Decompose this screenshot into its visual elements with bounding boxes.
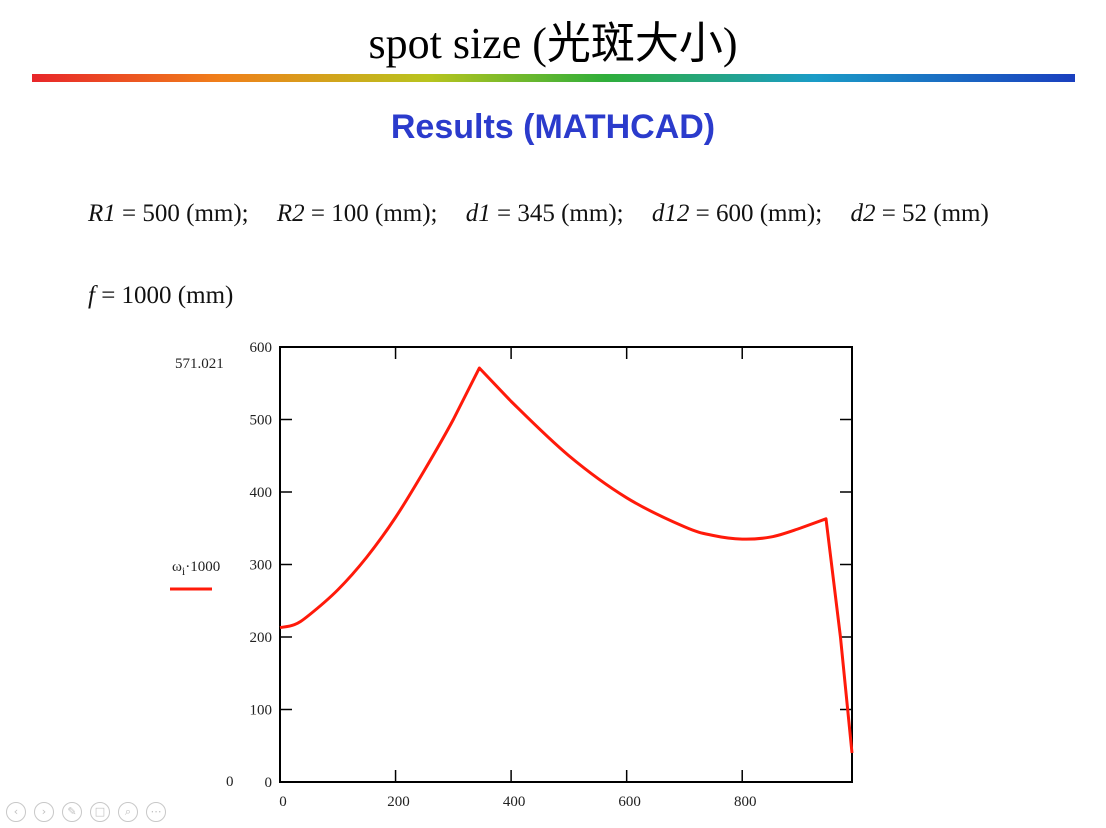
x-tick-label: 0 xyxy=(279,794,287,810)
y-tick-label: 600 xyxy=(250,340,273,356)
y-tick-label: 400 xyxy=(250,485,273,501)
slides-icon[interactable]: □ xyxy=(90,802,110,822)
more-icon[interactable]: ⋯ xyxy=(146,802,166,822)
zoom-icon[interactable]: ⌕ xyxy=(118,802,138,822)
y-tick-label: 300 xyxy=(250,558,273,574)
slide-title: spot size (光斑大小) xyxy=(368,19,738,68)
param-d2: d2 = 52 (mm) xyxy=(850,200,989,227)
title-underline xyxy=(32,74,1075,82)
y-tick-label: 0 xyxy=(265,775,273,791)
x-tick-label: 800 xyxy=(734,794,757,810)
y-tick-label: 100 xyxy=(250,703,273,719)
parameter-line: R1 = 500 (mm); R2 = 100 (mm); d1 = 345 (… xyxy=(88,200,1011,228)
param-f: f = 1000 (mm) xyxy=(88,282,234,309)
param-d1: d1 = 345 (mm); xyxy=(465,200,624,227)
param-d12: d12 = 600 (mm); xyxy=(651,200,823,227)
y-axis-label: ωi·1000 xyxy=(172,559,220,578)
param-r1: R1 = 500 (mm); xyxy=(88,200,249,227)
prev-icon[interactable]: ‹ xyxy=(6,802,26,822)
plot-frame xyxy=(279,346,853,783)
y-tick-label: 200 xyxy=(250,630,273,646)
ymax-label: 571.021 xyxy=(175,356,224,372)
next-icon[interactable]: › xyxy=(34,802,54,822)
slideshow-controls: ‹ › ✎ □ ⌕ ⋯ xyxy=(6,802,166,822)
x-tick-label: 200 xyxy=(387,794,410,810)
param-r2: R2 = 100 (mm); xyxy=(276,200,438,227)
y-tick-label: 500 xyxy=(250,413,273,429)
pen-icon[interactable]: ✎ xyxy=(62,802,82,822)
slide-subtitle: Results (MATHCAD) xyxy=(390,108,716,146)
series-line xyxy=(279,366,854,754)
ymin-label: 0 xyxy=(226,774,234,790)
x-tick-label: 400 xyxy=(503,794,526,810)
x-tick-label: 600 xyxy=(618,794,641,810)
